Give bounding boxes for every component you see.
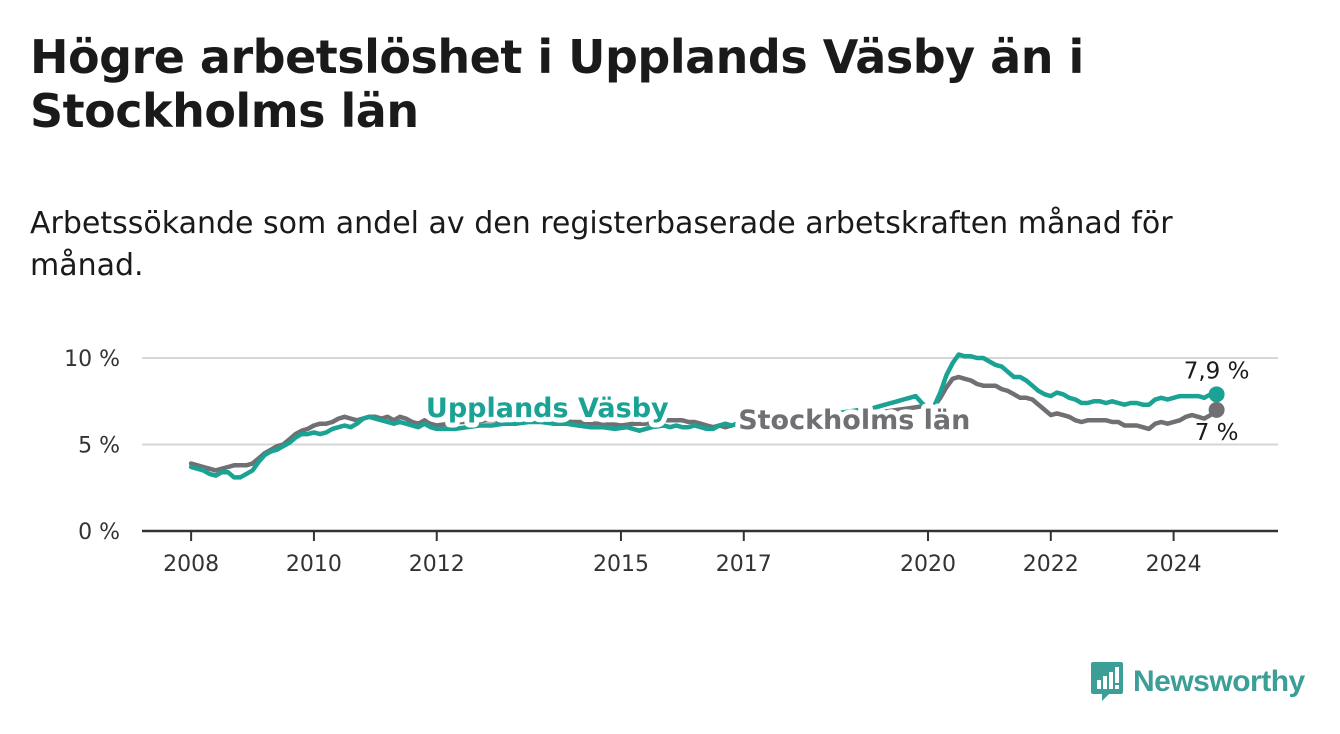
y-tick-label: 0 % <box>78 520 120 545</box>
end-point-upplands <box>1208 386 1225 403</box>
series-line-upplands <box>188 352 1219 480</box>
end-point-stockholm <box>1208 401 1225 418</box>
x-tick-label: 2020 <box>900 552 956 577</box>
x-tick-label: 2015 <box>593 552 649 577</box>
chart-title: Högre arbetslöshet i Upplands Väsby än i… <box>30 30 1084 138</box>
x-tick-label: 2024 <box>1146 552 1202 577</box>
x-tick-label: 2012 <box>409 552 465 577</box>
x-tick-label: 2010 <box>286 552 342 577</box>
x-tick-label: 2022 <box>1023 552 1079 577</box>
y-tick-label: 10 % <box>64 347 120 372</box>
x-tick-label: 2008 <box>163 552 219 577</box>
y-tick-label: 5 % <box>78 434 120 459</box>
series-annotation-upplands: Upplands Väsby <box>426 393 669 424</box>
series-lines <box>188 352 1225 480</box>
series-labels: 7,9 % 7 % Upplands Väsby Stockholms län <box>421 358 1250 446</box>
axes: 0 % 5 % 10 % 2008 2010 2012 2015 2017 2020 2022 20… <box>64 347 1278 577</box>
newsworthy-logo-icon <box>1091 662 1123 701</box>
end-label-stockholm: 7 % <box>1195 420 1239 446</box>
newsworthy-logo[interactable]: Newsworthy <box>1089 660 1305 704</box>
gridlines <box>142 357 1278 446</box>
x-tick-label: 2017 <box>716 552 772 577</box>
chart-subtitle: Arbetssökande som andel av den registerb… <box>30 206 1173 283</box>
brand-name: Newsworthy <box>1133 665 1305 698</box>
end-label-upplands: 7,9 % <box>1184 358 1250 384</box>
series-annotation-stockholm: Stockholms län <box>738 405 970 436</box>
